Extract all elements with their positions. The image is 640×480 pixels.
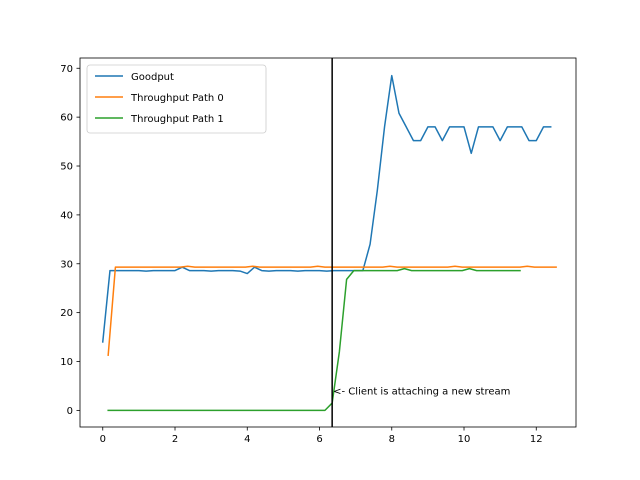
- series-line-3: [107, 267, 521, 412]
- x-tick-label: 2: [172, 434, 178, 445]
- legend-label: Goodput: [131, 72, 174, 83]
- x-tick-label: 12: [530, 434, 543, 445]
- x-tick-label: 8: [389, 434, 395, 445]
- legend-box: [86, 64, 267, 134]
- x-tick-label: 0: [100, 434, 106, 445]
- annotation-layer: <- Client is attaching a new stream: [333, 386, 510, 397]
- y-tick-label: 40: [60, 210, 73, 221]
- x-tick-label: 4: [244, 434, 250, 445]
- x-tick-label: 6: [316, 434, 322, 445]
- y-tick-label: 50: [60, 162, 73, 173]
- y-tick-label: 20: [60, 308, 73, 319]
- annotation-text: <- Client is attaching a new stream: [333, 386, 510, 397]
- plot-frame: [79, 57, 577, 428]
- y-tick-label: 30: [60, 259, 73, 270]
- x-axis: 0 2 4 6 8 10 12: [100, 427, 543, 445]
- y-tick-label: 60: [60, 113, 73, 124]
- legend-label: Throughput Path 1: [130, 114, 224, 125]
- legend: Goodput Throughput Path 0 Throughput Path …: [86, 64, 267, 134]
- y-axis: 0 10 20 30 40 50 60 70: [60, 64, 80, 417]
- series-line-1: [101, 74, 552, 343]
- legend-label: Throughput Path 0: [130, 93, 224, 104]
- y-tick-label: 0: [67, 406, 73, 417]
- x-tick-label: 10: [458, 434, 471, 445]
- y-tick-label: 10: [60, 357, 73, 368]
- y-tick-label: 70: [60, 64, 73, 75]
